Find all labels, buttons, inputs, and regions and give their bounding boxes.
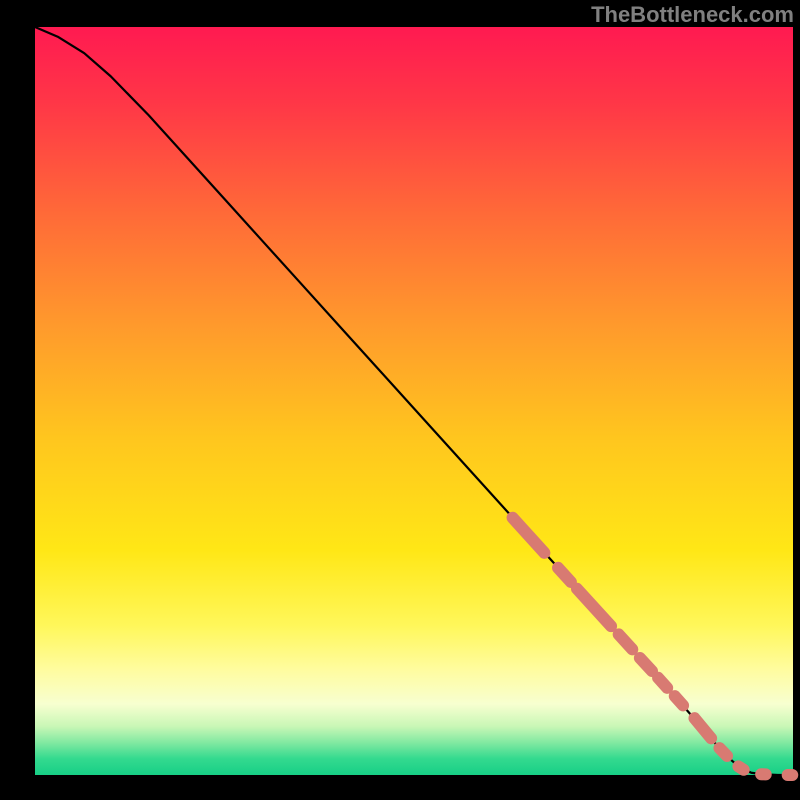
plot-area: [35, 27, 793, 775]
dash-segment: [719, 748, 727, 756]
dash-segment: [738, 766, 743, 769]
chart-root: TheBottleneck.com: [0, 0, 800, 800]
dash-segment: [658, 678, 667, 688]
watermark-label: TheBottleneck.com: [591, 2, 794, 28]
dash-segment: [675, 696, 683, 705]
chart-svg: [0, 0, 800, 800]
